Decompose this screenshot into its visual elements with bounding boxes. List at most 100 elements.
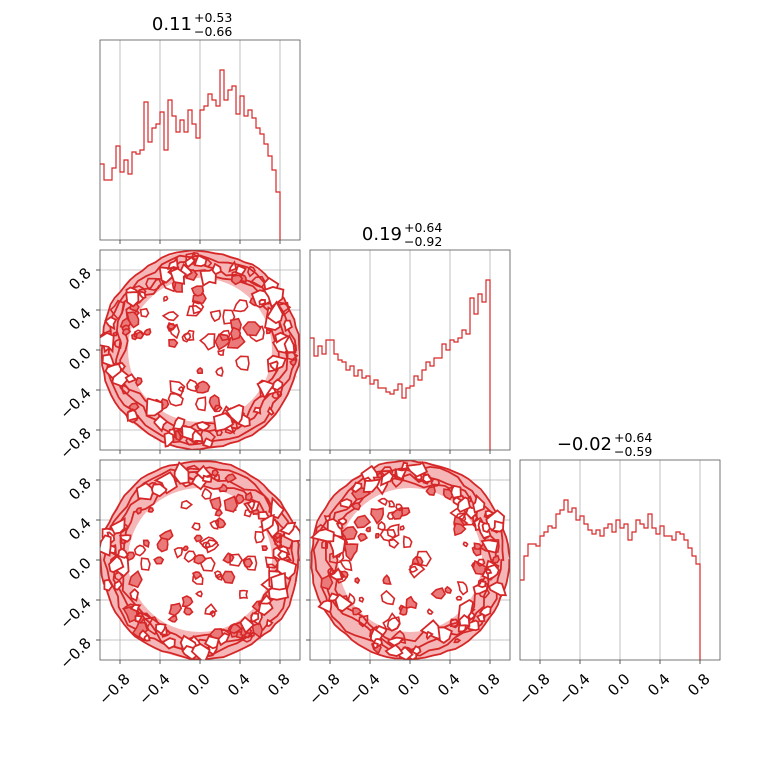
contour-blob [399,605,408,616]
contour-edge-blob [425,630,434,641]
contour-blob [354,577,361,585]
contour-blob [194,396,207,412]
contour-edge-blob [371,642,379,650]
contour-blob [242,555,258,571]
contour-blob [358,596,365,603]
contour-edge-blob [108,555,125,574]
contour-blob [402,535,413,549]
contour-edge-blob [129,603,142,613]
contour-blob [358,614,369,628]
contour-blob [395,503,404,512]
contour-edge-blob [211,262,222,276]
contour-blob [194,380,211,394]
contour-blob [251,622,264,639]
contour-01 [100,250,300,450]
contour-blob [128,570,143,589]
contour-edge-blob [193,254,208,268]
contour-edge-blob [135,482,154,501]
contour-edge-blob [239,616,256,635]
contour-blob [426,608,434,615]
contour-blob [191,522,201,531]
contour-blob [218,483,228,493]
contour-blob [181,332,192,343]
contour-blob [167,614,178,623]
contour-edge-blob [277,549,289,561]
contour-blob [245,491,253,502]
title-lower-error: −0.92 [404,234,442,249]
contour-edge-blob [167,255,179,271]
contour-blob [405,595,418,610]
contour-blob [241,632,254,643]
contour-edge-blob [153,471,178,495]
contour-panel-02-ytick-label-0: 0.8 [65,474,95,504]
contour-blob [399,524,405,531]
contour-edge-blob [201,474,213,483]
histogram-1 [310,279,491,450]
contour-edge-blob [191,429,204,443]
contour-blob [327,567,334,575]
contour-blob [352,607,363,616]
contour-edge-blob [153,414,169,433]
title-median: 0.11 [152,14,192,35]
contour-blob [109,299,126,321]
contour-edge-blob [317,599,333,614]
contour-edge-blob [265,300,284,325]
contour-blob [186,378,200,393]
contour-edge-blob [480,539,500,554]
contour-edge-blob [172,416,186,431]
contour-blob [142,539,150,548]
contour-panel-12-xtick-label-4: 0.8 [474,670,504,700]
contour-edge-blob [268,360,279,372]
contour-blob [218,329,231,342]
contour-edge-blob [450,484,462,499]
contour-panel-12-xtick-label-3: 0.4 [434,670,464,700]
contour-edge-blob [117,361,127,372]
contour-edge-blob [486,563,500,582]
contour-edge-blob [103,578,114,592]
contour-edge-blob [145,397,164,417]
contour-blob [476,558,486,567]
contour-blob [388,538,400,549]
contour-edge-blob [129,588,140,602]
contour-edge-blob [411,645,422,656]
contour-edge-blob [149,483,168,498]
hist-title-1: 0.19 +0.64−0.92 [362,220,442,249]
contour-panel-02-xtick-label-2: 0.0 [184,670,214,700]
contour-blob [227,623,243,634]
contour-blob [473,542,483,550]
contour-02-body [100,460,300,660]
contour-edge-blob [488,581,508,597]
sample-point [295,376,297,378]
contour-edge-blob [190,642,211,660]
contour-edge-blob [100,534,112,557]
title-lower-error: −0.66 [194,24,232,39]
contour-blob [209,309,222,323]
contour-blob [408,565,419,573]
hist-panel-2-grid [539,460,701,660]
contour-edge-blob [490,519,505,533]
contour-edge-blob [143,634,151,642]
contour-blob [387,500,395,508]
contour-blob [249,275,267,289]
contour-blob [456,581,469,596]
contour-edge-blob [379,470,395,487]
contour-panel-12-xtick-label-0: −0.8 [305,670,343,708]
contour-edge-blob [184,256,196,268]
contour-blob [198,536,219,548]
contour-edge-blob [334,593,354,613]
hist-panel-1-grid [329,250,491,450]
contour-blob [121,384,131,395]
contour-edge-blob [125,291,140,308]
contour-blob [265,327,273,335]
contour-blob [191,571,203,581]
contour-blob [133,544,147,557]
contour-blob [221,570,236,584]
contour-edge-blob [422,473,434,484]
contour-blob [142,616,161,636]
hist-panel-2-xtick-label-4: 0.8 [684,670,714,700]
contour-edge-blob [212,412,234,433]
contour-inner-hole [128,278,272,422]
contour-blob [214,333,231,351]
title-upper-error: +0.64 [614,430,652,445]
